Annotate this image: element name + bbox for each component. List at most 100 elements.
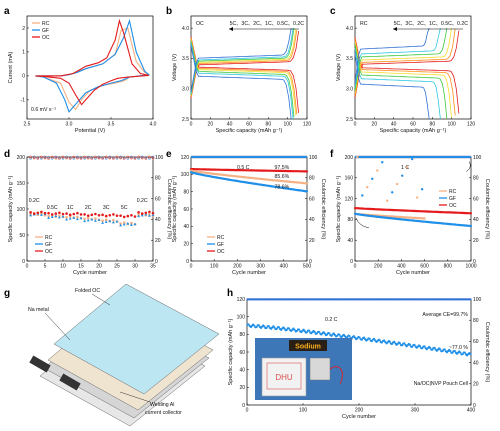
ce-point-OC <box>104 155 108 159</box>
y2-tick-label: 80 <box>309 176 315 182</box>
y-tick-label: 60 <box>183 207 189 213</box>
capacity-point-OC <box>61 212 65 216</box>
capacity-point <box>328 332 331 335</box>
capacity-point-OC <box>50 213 54 216</box>
capacity-point-GF <box>90 217 94 221</box>
capacity-point-RC <box>69 215 72 218</box>
folded-oc-label: Folded OC <box>75 288 100 294</box>
y-axis-label: Voltage (V) <box>336 54 342 81</box>
axis-arrow <box>466 161 471 172</box>
capacity-point-GF <box>122 222 126 226</box>
ce-point-GF <box>29 157 32 160</box>
x-tick-label: 300 <box>256 264 265 270</box>
panel-label-b: b <box>166 6 172 17</box>
capacity-point-RC <box>105 218 108 222</box>
y-tick-label: 2.5 <box>346 117 353 123</box>
y-tick-label: -1 <box>21 98 26 104</box>
capacity-point-OC <box>119 214 122 217</box>
capacity-point <box>368 337 371 340</box>
x-tick-label: 40 <box>227 122 233 128</box>
capacity-point <box>308 329 311 332</box>
rate-label: 1C <box>67 205 74 211</box>
pouch-cell-schematic: Folded OC Na metal Welding Al current colle… <box>28 283 220 427</box>
capacity-point <box>398 342 401 345</box>
x-tick-label: 200 <box>233 264 242 270</box>
ce-point-OC <box>115 155 119 159</box>
ce-point-OC <box>126 155 130 159</box>
capacity-point-RC <box>83 217 86 221</box>
legend-label-GF: GF <box>217 242 224 248</box>
y2-axis-label: Coulombic efficiency (%) <box>484 179 490 240</box>
x-tick-label: 500 <box>303 264 312 270</box>
x-tick-label: 4.0 <box>150 122 157 128</box>
y-tick-label: 3.5 <box>346 56 353 62</box>
ce-scatter-point <box>391 191 394 194</box>
capacity-point-GF <box>40 213 43 216</box>
y-axis-label: Current (mA) <box>8 51 14 83</box>
ce-point-OC <box>108 156 112 160</box>
rate-label: 1 C <box>401 165 409 171</box>
ce-point-OC <box>83 155 86 159</box>
x-axis-label: Potential (V) <box>75 128 105 134</box>
y-tick-label: 0 <box>22 259 25 265</box>
capacity-point <box>393 340 396 343</box>
y-tick-label: 2.5 <box>182 117 189 123</box>
capacity-point-RC <box>43 214 47 217</box>
capacity-point-GF <box>112 220 115 224</box>
capacity-point-OC <box>65 212 68 215</box>
capacity-point-GF <box>79 216 83 220</box>
legend-label-GF: GF <box>449 196 456 202</box>
charge-curve-2C <box>190 28 295 95</box>
ce-point-OC <box>58 157 61 160</box>
x-tick-label: 5 <box>44 264 47 270</box>
x-tick-label: 0 <box>354 264 357 270</box>
x-tick-label: 400 <box>280 264 289 270</box>
ce-point-OC <box>54 156 58 160</box>
x-axis-label: Cycle number <box>342 414 376 420</box>
x-tick-label: 60 <box>246 122 252 128</box>
panel-label-g: g <box>4 288 10 299</box>
leader-line <box>91 293 111 306</box>
ce-scatter-point <box>396 182 399 186</box>
ce-point-OC <box>148 155 151 159</box>
capacity-point-GF <box>61 214 65 218</box>
capacity-point-OC <box>72 212 76 216</box>
capacity-point <box>313 331 316 334</box>
cv-curve-RC <box>35 27 151 111</box>
capacity-point-OC <box>126 214 130 218</box>
x-tick-label: 80 <box>266 122 272 128</box>
rate-label: 0.2C <box>29 198 40 204</box>
capacity-point-GF <box>50 215 54 219</box>
y2-tick-label: 60 <box>309 196 315 202</box>
y-tick-label: 2 <box>22 26 25 32</box>
x-axis-label: Cycle number <box>232 270 266 276</box>
capacity-point-OC <box>94 212 97 216</box>
panel-d: 0 5 10 15 20 25 30 35050100150200020406080100Co… <box>8 155 172 276</box>
x-tick-label: 40 <box>391 122 397 128</box>
y2-tick-label: 20 <box>473 382 479 388</box>
capacity-point-RC <box>76 215 79 219</box>
ce-point-OC <box>79 157 83 160</box>
panel-a: 2.5 3.0 3.5 4.0 -1 0 1 2 Potential (V) Current (m… <box>8 15 157 134</box>
capacity-point-RC <box>58 214 61 217</box>
y-axis-label: Specific capacity (mAh g⁻¹) <box>228 318 234 385</box>
capacity-point <box>277 326 281 329</box>
label-border <box>266 362 302 390</box>
pouch-cell-photo: Sodium DHU <box>255 338 352 400</box>
x-tick-label: 30 <box>132 264 138 270</box>
ce-point-GF <box>83 157 86 160</box>
capacity-point <box>429 346 432 349</box>
capacity-point-RC <box>87 216 90 220</box>
capacity-point-RC <box>36 213 39 217</box>
x-tick-label: 3.0 <box>66 122 73 128</box>
panel-b: 0 20 40 60 80 100 120 2.5 3.0 3.5 4.0 Specific capa… <box>172 15 311 134</box>
capacity-point <box>325 333 329 336</box>
scan-rate-label: 0.6 mV s⁻¹ <box>31 107 56 113</box>
capacity-point-OC <box>130 213 133 217</box>
capacity-point <box>439 348 442 351</box>
ce-point-OC <box>36 157 40 160</box>
capacity-point-RC <box>112 219 115 222</box>
y-tick-label: 40 <box>347 238 353 244</box>
capacity-point-OC <box>29 211 32 214</box>
capacity-point <box>318 330 321 334</box>
